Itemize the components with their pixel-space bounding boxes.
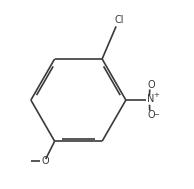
Text: −: −: [153, 112, 159, 118]
Text: +: +: [153, 92, 159, 98]
Text: O: O: [42, 156, 49, 166]
Text: O: O: [147, 80, 155, 90]
Text: O: O: [147, 110, 155, 120]
Text: N: N: [147, 94, 155, 104]
Text: Cl: Cl: [114, 15, 124, 25]
